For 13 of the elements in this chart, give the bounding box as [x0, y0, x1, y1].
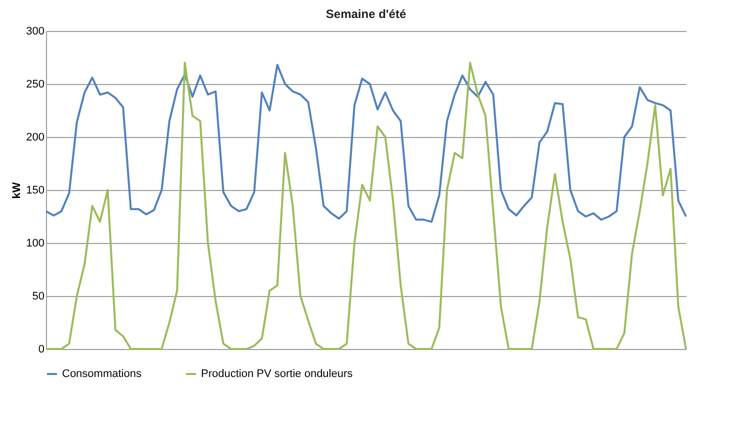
y-tick-label: 300	[26, 26, 44, 38]
line-series	[45, 64, 687, 223]
y-tick-label: 50	[32, 290, 44, 302]
y-tick-label: 150	[26, 184, 44, 196]
y-tick-label: 100	[26, 238, 44, 250]
y-axis-title: kW	[11, 182, 24, 199]
y-tick-label: 0	[38, 344, 44, 356]
line-series	[45, 62, 687, 350]
legend-label: Production PV sortie onduleurs	[201, 368, 354, 380]
y-tick-label: 250	[26, 78, 44, 90]
legend-label: Consommations	[62, 368, 142, 380]
chart-title: Semaine d'été	[326, 7, 406, 21]
y-tick-label: 200	[26, 132, 44, 144]
